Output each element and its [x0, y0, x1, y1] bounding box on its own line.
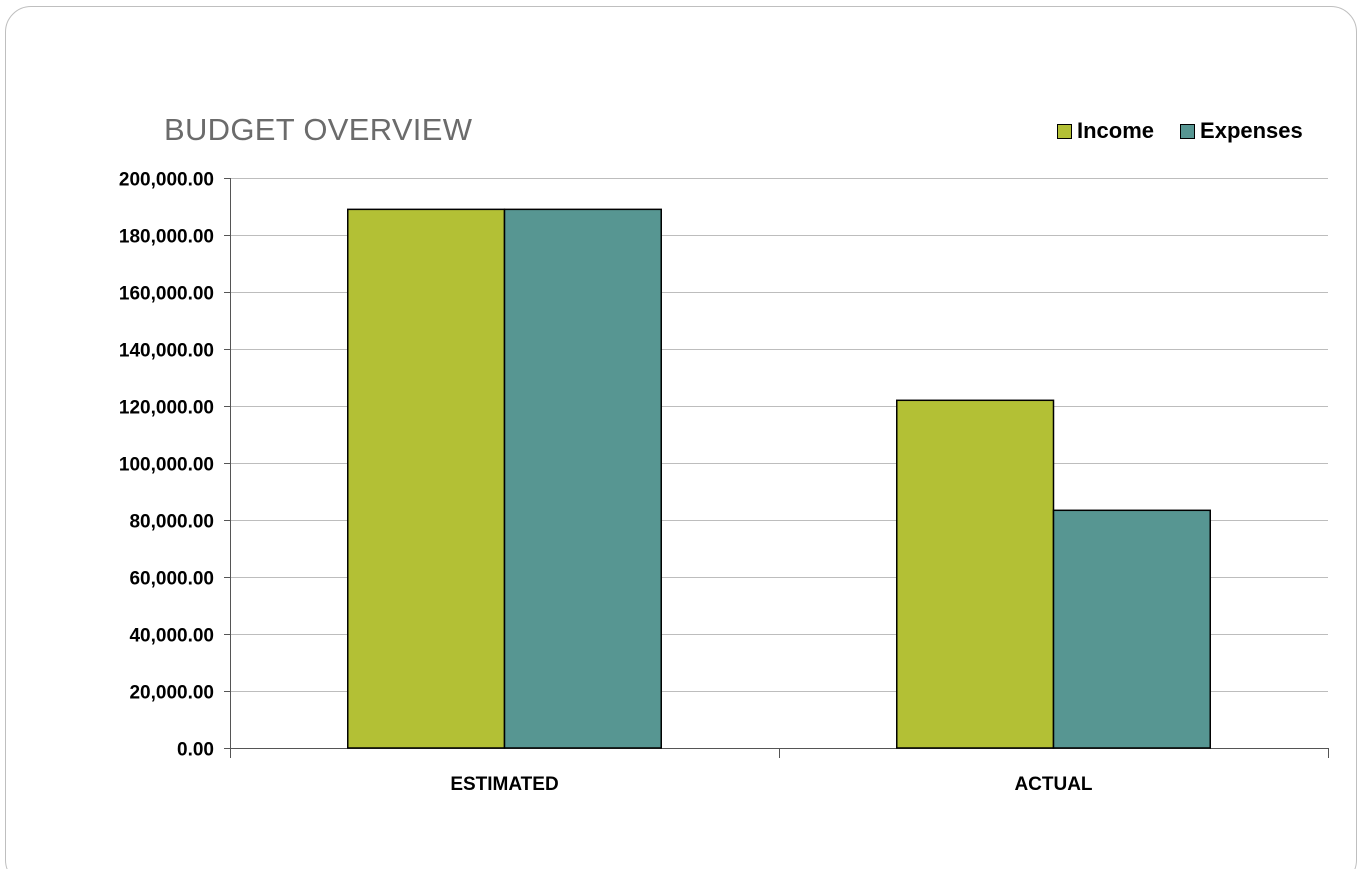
y-tick-label: 140,000.00 [119, 341, 214, 362]
legend-swatch-income [1057, 123, 1072, 139]
y-tick-label: 40,000.00 [129, 626, 214, 647]
y-tick-label: 120,000.00 [119, 398, 214, 419]
y-tick-label: 60,000.00 [129, 569, 214, 590]
bar-income-actual [896, 399, 1055, 749]
chart-title: BUDGET OVERVIEW [164, 112, 473, 147]
bar-expenses-estimated [503, 208, 662, 749]
legend: Income Expenses [1057, 118, 1303, 144]
x-category-label: ESTIMATED [450, 774, 558, 795]
x-category-label: ACTUAL [1014, 774, 1092, 795]
legend-item-income: Income [1057, 118, 1154, 144]
y-tick-label: 160,000.00 [119, 284, 214, 305]
legend-label-expenses: Expenses [1200, 118, 1303, 143]
bar-expenses-actual [1052, 509, 1211, 749]
y-tick-label: 80,000.00 [129, 512, 214, 533]
bar-income-estimated [347, 208, 506, 749]
legend-label-income: Income [1077, 118, 1155, 143]
y-tick-label: 0.00 [177, 740, 214, 761]
y-tick-label: 20,000.00 [129, 683, 214, 704]
legend-item-expenses: Expenses [1180, 118, 1303, 144]
y-tick-label: 180,000.00 [119, 227, 214, 248]
y-tick-label: 200,000.00 [119, 170, 214, 191]
legend-swatch-expenses [1180, 123, 1196, 139]
y-tick-label: 100,000.00 [119, 455, 214, 476]
